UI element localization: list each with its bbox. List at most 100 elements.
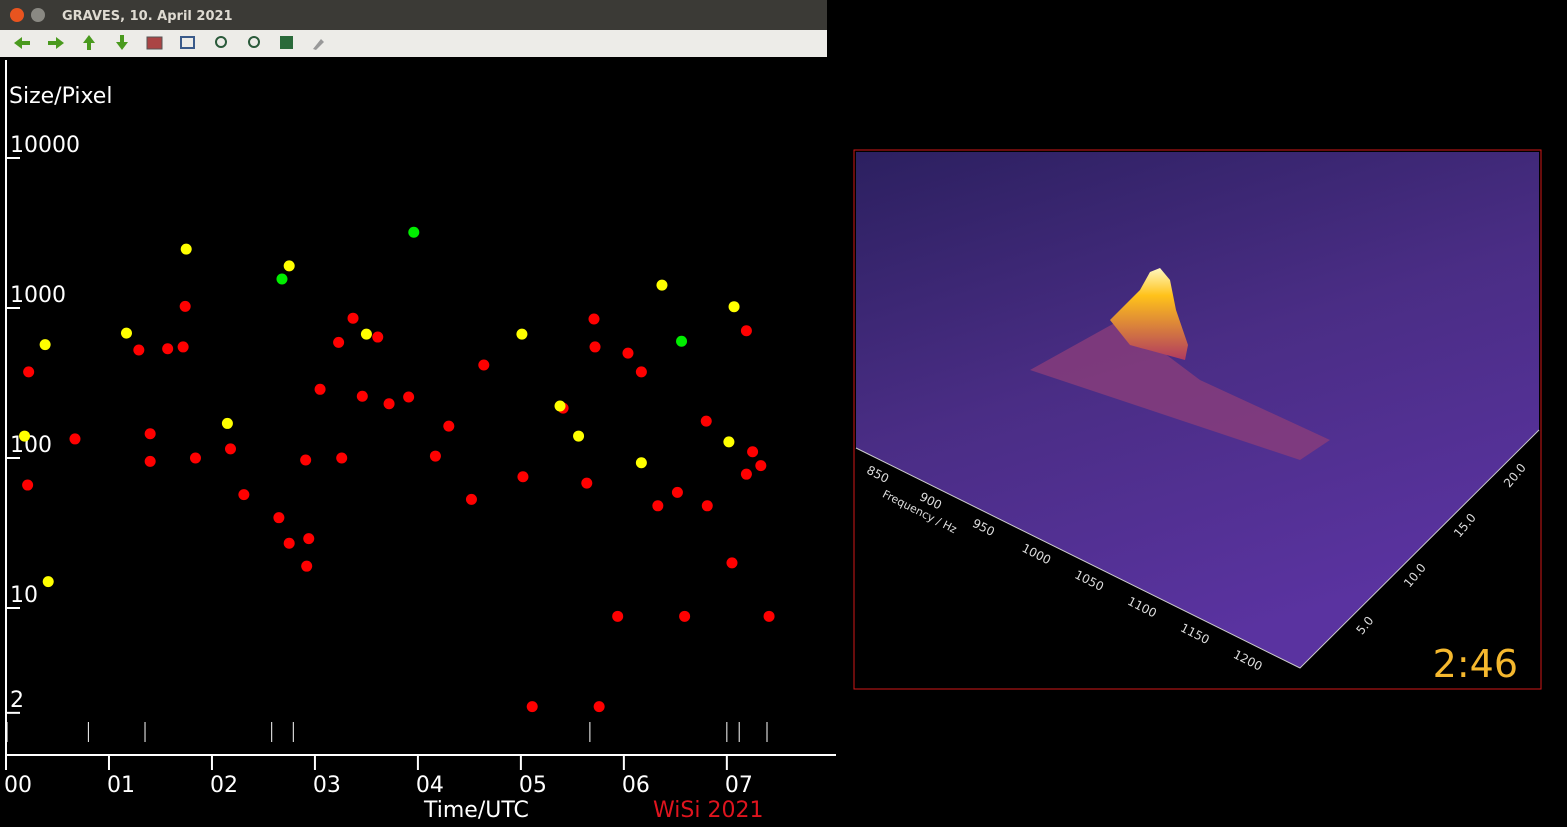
zoom-out-button[interactable] [248,36,260,48]
data-point [465,493,477,505]
data-point [356,390,368,402]
data-point [283,260,295,272]
y-tick-label: 2 [10,688,24,713]
y-tick-label: 10000 [10,133,80,158]
x-tick-label: 03 [313,773,341,798]
up-button[interactable] [83,35,95,50]
y-tick-label: 100 [10,433,52,458]
zoom-in-button[interactable] [215,36,227,48]
data-point [740,468,752,480]
data-point [408,226,420,238]
minimize-button[interactable] [31,8,45,22]
data-point [671,486,683,498]
toolbar-icons [14,35,324,50]
data-point [581,477,593,489]
data-point [652,500,664,512]
data-point [19,430,31,442]
data-point [478,359,490,371]
x-tick-label: 01 [107,773,135,798]
data-point [526,701,538,713]
data-point [403,391,415,403]
data-point [224,443,236,455]
data-point [635,457,647,469]
data-point [740,325,752,337]
data-point [383,398,395,410]
credit: WiSi 2021 [653,798,763,823]
down-button[interactable] [116,35,128,50]
data-point [593,701,605,713]
x-tick-label: 04 [416,773,444,798]
timer: 2:46 [1433,642,1518,686]
data-point [516,328,528,340]
forward-button[interactable] [48,37,64,49]
x-tick-label: 02 [210,773,238,798]
data-point [517,471,529,483]
signal-peak [1110,268,1188,360]
data-point [372,331,384,343]
data-point [635,366,647,378]
y-tick-label: 1000 [10,283,66,308]
data-point [301,560,313,572]
image-button[interactable] [146,36,163,50]
x-tick-label: 00 [4,773,32,798]
data-point [273,512,285,524]
data-point [333,336,345,348]
data-point [763,610,775,622]
data-point [723,436,735,448]
data-point [133,344,145,356]
x-axis-label: Time/UTC [423,798,529,823]
data-point [588,313,600,325]
data-point [162,343,174,355]
data-point [429,450,441,462]
x-tick-label: 07 [725,773,753,798]
y-tick-label: 10 [10,583,38,608]
data-point [747,446,759,458]
clear-button[interactable] [313,39,324,50]
data-point [283,537,295,549]
x-tick-label: 06 [622,773,650,798]
data-point [443,420,455,432]
y-axis-label: Size/Pixel [9,84,112,109]
data-point [180,243,192,255]
data-point [238,489,250,501]
data-point [314,383,326,395]
data-point [69,433,81,445]
save-button[interactable] [280,36,293,49]
data-point [120,327,132,339]
signal-ridge [1030,320,1330,460]
data-point [554,400,566,412]
data-point [189,452,201,464]
data-point [22,479,34,491]
data-point [336,452,348,464]
data-point [726,557,738,569]
data-point [700,415,712,427]
data-point [221,417,233,429]
data-point [679,610,691,622]
zoom-fit-button[interactable] [180,36,195,49]
data-point [612,610,624,622]
back-button[interactable] [14,37,30,49]
data-point [144,428,156,440]
toolbar [0,30,827,57]
x-tick-label: 05 [519,773,547,798]
data-point [23,366,35,378]
data-point [177,341,189,353]
data-point [42,576,54,588]
data-point [573,430,585,442]
data-point [347,312,359,324]
data-point [144,455,156,467]
close-button[interactable] [10,8,24,22]
data-point [755,460,767,472]
data-point [589,341,601,353]
data-point [622,347,634,359]
title-bar [0,0,827,30]
data-point [676,335,688,347]
panel-axes [855,429,1540,669]
window-title: GRAVES, 10. April 2021 [62,9,233,24]
data-point [300,454,312,466]
data-point [179,300,191,312]
data-point [303,533,315,545]
